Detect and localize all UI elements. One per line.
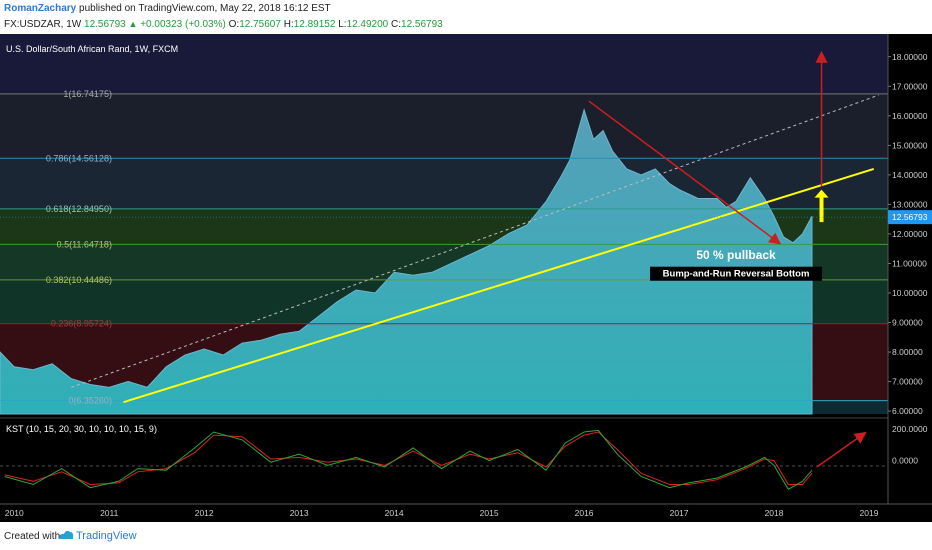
red-down-arrow xyxy=(588,100,782,245)
fib-label-0.618: 0.618(12.84950) xyxy=(46,204,112,214)
price-axis-ticks: 6.00000 7.00000 8.00000 9.00000 10.00000 11.0… xyxy=(888,52,928,416)
author-link[interactable]: RomanZachary xyxy=(4,3,77,14)
published-text: published on TradingView.com, May 22, 20… xyxy=(76,3,331,14)
low-label: L: xyxy=(338,19,347,30)
price-tick-label: 14.00000 xyxy=(892,170,928,180)
time-tick-label: 2011 xyxy=(100,508,119,518)
price-tick-label: 9.00000 xyxy=(892,317,923,327)
yellow-trendline[interactable] xyxy=(123,167,875,404)
kst-axis-ticks: 200.0000 0.0000 xyxy=(892,424,928,466)
last-price: 12.56793 xyxy=(84,19,126,30)
low-value: 12.49200 xyxy=(346,19,389,30)
kst-tick-label: 0.0000 xyxy=(892,456,918,466)
time-tick-label: 2014 xyxy=(385,508,404,518)
close-label: C: xyxy=(391,19,402,30)
dashed-trendline xyxy=(71,94,879,388)
kst-tick-label: 200.0000 xyxy=(892,424,928,434)
yellow-up-arrow xyxy=(814,189,829,223)
kst-title: KST (10, 15, 20, 30, 10, 10, 10, 15, 9) xyxy=(6,424,157,434)
price-tick-label: 12.00000 xyxy=(892,229,928,239)
chart-header: RomanZachary published on TradingView.co… xyxy=(0,0,932,34)
high-label: H: xyxy=(283,19,294,30)
last-price-tag-text: 12.56793 xyxy=(892,212,928,222)
fib-label-0: 0(6.35260) xyxy=(68,396,112,406)
fib-label-0.236: 0.236(8.95724) xyxy=(51,319,112,329)
price-chart[interactable]: 0(6.35260) 0.236(8.95724) 0.382(10.44486) 0… xyxy=(0,34,932,522)
tradingview-logo-icon xyxy=(59,530,74,539)
price-tick-label: 6.00000 xyxy=(892,406,923,416)
chart-title: U.S. Dollar/South African Rand, 1W, FXCM xyxy=(6,44,178,54)
price-change: +0.00323 (+0.03%) xyxy=(140,19,226,30)
pattern-annotation-background xyxy=(650,266,823,281)
price-tick-label: 16.00000 xyxy=(892,111,928,121)
kst-red-arrow xyxy=(816,431,867,468)
fib-band-0.786 xyxy=(0,93,888,159)
tradingview-brand[interactable]: TradingView xyxy=(76,530,137,542)
price-tick-label: 17.00000 xyxy=(892,81,928,91)
time-tick-label: 2019 xyxy=(860,508,879,518)
time-tick-label: 2015 xyxy=(480,508,499,518)
price-tick-label: 18.00000 xyxy=(892,52,928,62)
price-tick-label: 10.00000 xyxy=(892,288,928,298)
price-tick-label: 13.00000 xyxy=(892,199,928,209)
publish-info: RomanZachary published on TradingView.co… xyxy=(4,3,331,15)
price-axis[interactable] xyxy=(888,34,932,522)
price-tick-label: 7.00000 xyxy=(892,377,923,387)
up-arrow-icon: ▲ xyxy=(128,19,138,29)
last-price-tag-bg xyxy=(888,210,932,225)
open-label: O: xyxy=(228,19,240,30)
open-value: 12.75607 xyxy=(239,19,281,30)
fibonacci-labels: 0(6.35260) 0.236(8.95724) 0.382(10.44486) 0… xyxy=(46,89,112,406)
price-tick-label: 15.00000 xyxy=(892,140,928,150)
time-tick-label: 2016 xyxy=(575,508,594,518)
fib-label-0.382: 0.382(10.44486) xyxy=(46,275,112,285)
kst-line xyxy=(4,429,813,490)
last-price-tag: 12.56793 xyxy=(0,210,932,225)
fib-label-1: 1(16.74175) xyxy=(63,89,112,99)
pullback-annotation: 50 % pullback xyxy=(696,248,776,262)
time-tick-label: 2012 xyxy=(195,508,214,518)
fib-label-0.5: 0.5(11.64718) xyxy=(57,239,112,249)
time-tick-label: 2018 xyxy=(765,508,784,518)
time-tick-label: 2010 xyxy=(5,508,24,518)
high-value: 12.89152 xyxy=(293,19,336,30)
pattern-annotation: Bump-and-Run Reversal Bottom xyxy=(663,269,810,280)
time-axis[interactable] xyxy=(0,504,932,522)
fib-band-top xyxy=(0,34,888,94)
time-axis-ticks: 2010 2011 2012 2013 2014 2015 2016 2017 2018 2019 xyxy=(5,508,879,518)
price-area xyxy=(0,108,813,415)
symbol-label: FX:USDZAR, 1W xyxy=(4,19,82,30)
close-value: 12.56793 xyxy=(401,19,443,30)
footer: Created with TradingView xyxy=(0,522,932,550)
time-tick-label: 2017 xyxy=(670,508,689,518)
price-tick-label: 11.00000 xyxy=(892,258,927,268)
time-tick-label: 2013 xyxy=(290,508,309,518)
price-tick-label: 8.00000 xyxy=(892,347,923,357)
created-with-text: Created with xyxy=(4,531,61,542)
fib-label-0.786: 0.786(14.56128) xyxy=(46,153,112,163)
quote-line: FX:USDZAR, 1W 12.56793 ▲ +0.00323 (+0.03… xyxy=(4,18,443,31)
